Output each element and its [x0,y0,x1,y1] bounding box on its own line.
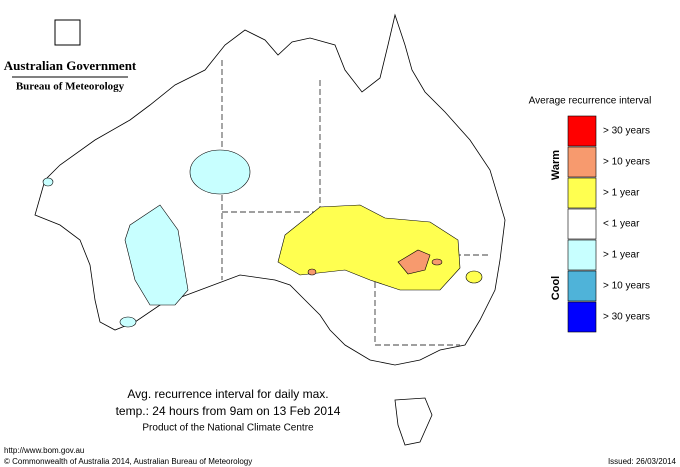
footer-copyright: © Commonwealth of Australia 2014, Austra… [4,457,252,466]
legend-warm: Warm [550,150,562,180]
caption-line: temp.: 24 hours from 9am on 13 Feb 2014 [116,404,341,418]
footer-issued: Issued: 26/03/2014 [608,457,677,466]
legend-swatch [567,177,597,209]
legend-label: > 30 years [603,312,650,323]
tasmania [394,397,433,446]
legend-swatch [567,208,597,240]
header-subtitle: Bureau of Meteorology [16,81,125,93]
anomalies [42,149,483,328]
legend: Average recurrence interval Warm Cool > … [529,96,652,333]
legend-label: > 30 years [603,126,650,137]
caption: Avg. recurrence interval for daily max. … [116,387,341,433]
logo: Australian Government Bureau of Meteorol… [4,19,137,93]
legend-swatch [567,239,597,271]
caption-line: Product of the National Climate Centre [142,423,314,434]
legend-swatch [567,301,597,333]
legend-label: > 1 year [603,250,640,261]
legend-label: < 1 year [603,219,640,230]
legend-swatch [567,270,597,302]
footer-url: http://www.bom.gov.au [4,446,84,455]
header-title: Australian Government [4,58,137,73]
legend-cool: Cool [550,276,562,300]
legend-title: Average recurrence interval [529,96,652,107]
crest [54,19,81,46]
legend-label: > 10 years [603,157,650,168]
legend-label: > 1 year [603,188,640,199]
legend-swatch [567,115,597,147]
legend-label: > 10 years [603,281,650,292]
caption-line: Avg. recurrence interval for daily max. [127,387,328,401]
legend-swatch [567,146,597,178]
map [34,13,506,446]
